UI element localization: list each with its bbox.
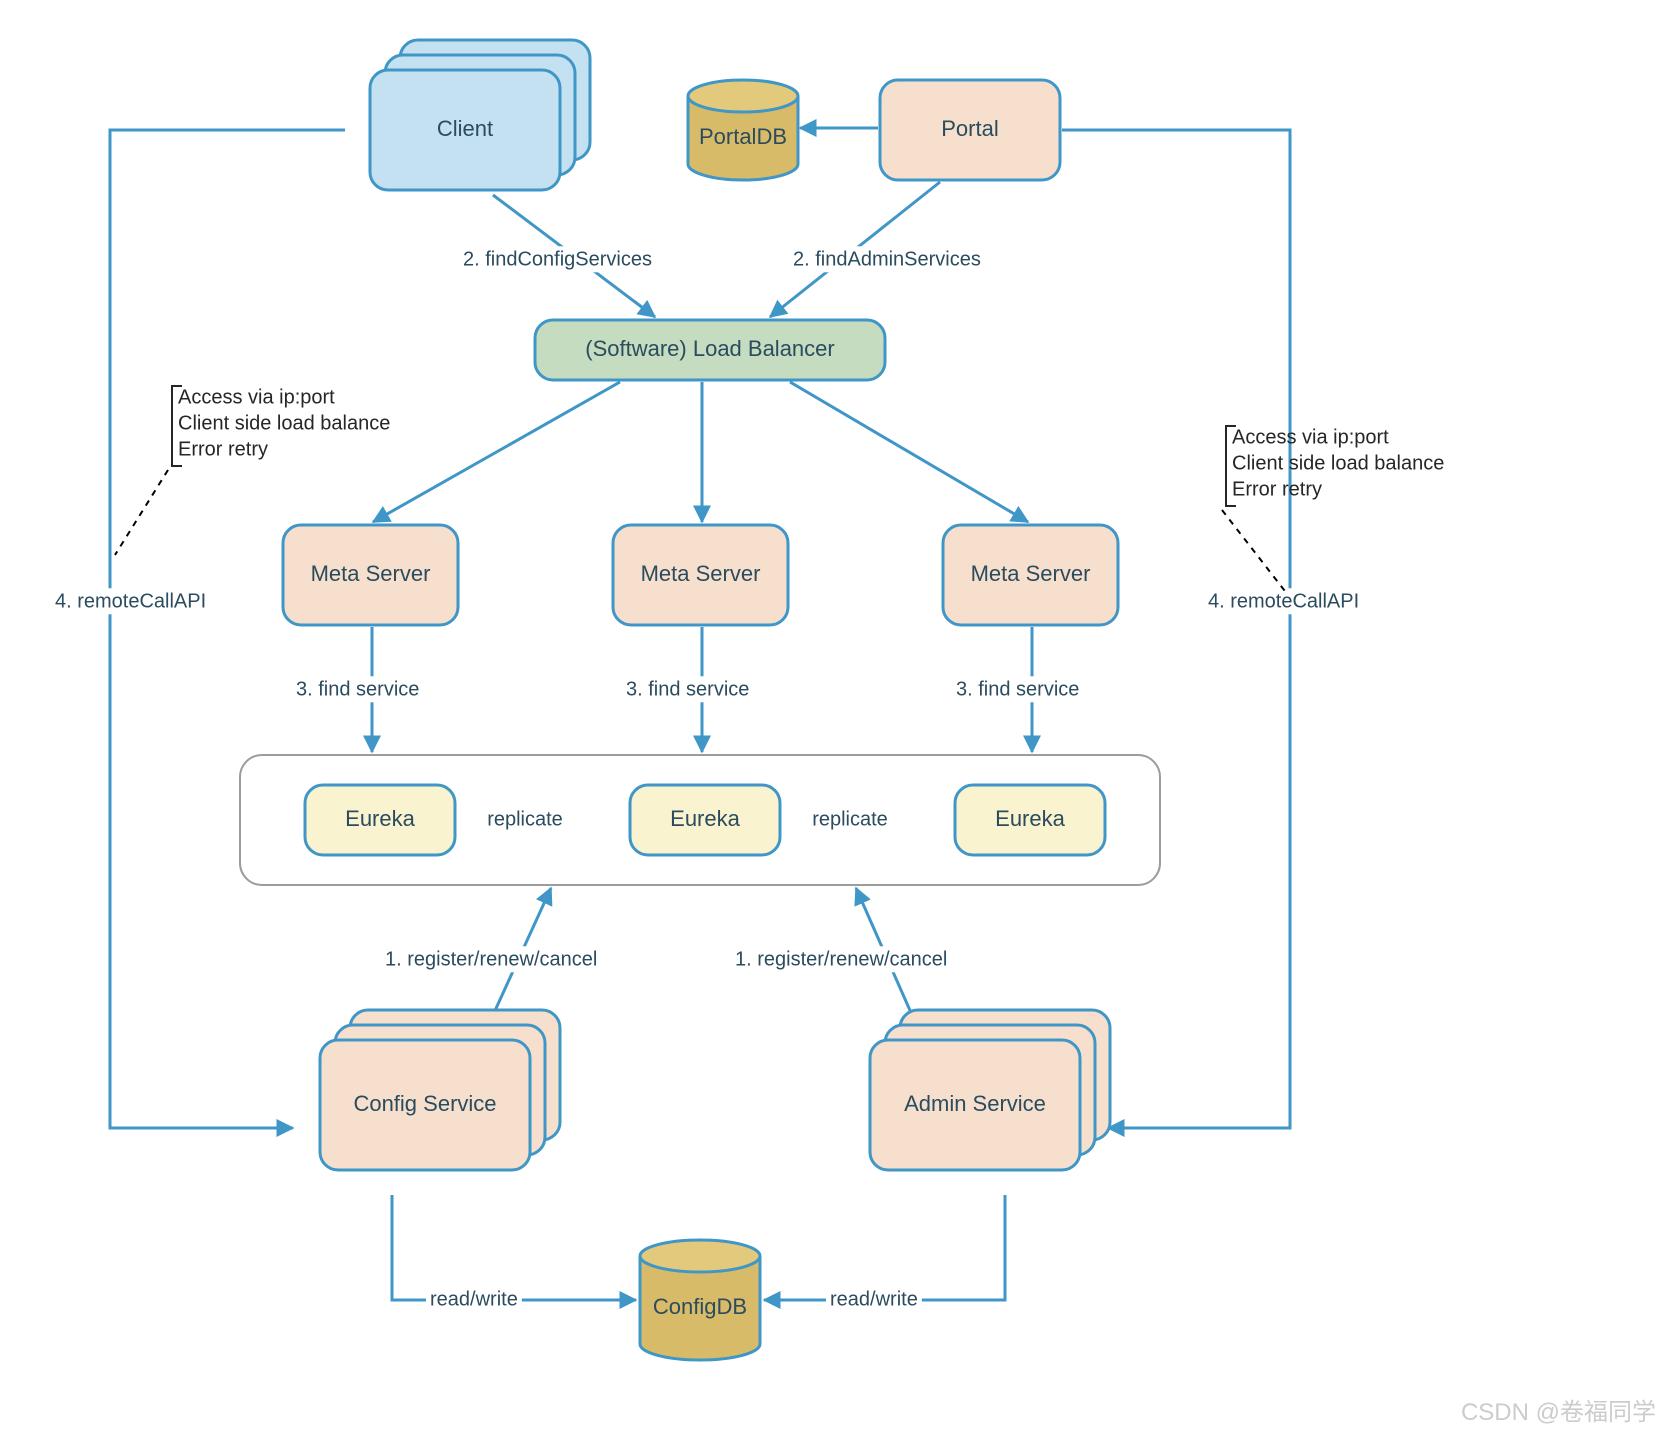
admin-service-node: Admin Service — [870, 1010, 1110, 1170]
portal-node-label: Portal — [941, 116, 998, 141]
eureka-1-label: Eureka — [345, 806, 415, 831]
eureka-3-label: Eureka — [995, 806, 1065, 831]
portal-node: Portal — [880, 80, 1060, 180]
meta-server-2-label: Meta Server — [641, 561, 761, 586]
admin-service-node-label: Admin Service — [904, 1091, 1046, 1116]
note-left-line-2: Error retry — [178, 439, 268, 461]
meta-server-3-label: Meta Server — [971, 561, 1091, 586]
note-right-line-2: Error retry — [1232, 479, 1322, 501]
edge-label-meta1-to-eur: 3. find service — [296, 678, 419, 700]
eureka-1: Eureka — [305, 785, 455, 855]
edge-label-portal-remote-adm: 4. remoteCallAPI — [1208, 590, 1359, 612]
note-right: Access via ip:port Client side load balan… — [1222, 426, 1444, 595]
edge-label-portal-to-lb: 2. findAdminServices — [793, 248, 981, 270]
edge-lb-to-meta3 — [790, 382, 1028, 522]
edges — [110, 128, 1290, 1300]
load-balancer-node: (Software) Load Balancer — [535, 320, 885, 380]
edge-label-meta3-to-eur: 3. find service — [956, 678, 1079, 700]
edge-label-client-to-lb: 2. findConfigServices — [463, 248, 652, 270]
edge-label-cfg-to-db: read/write — [430, 1288, 518, 1310]
config-db-label: ConfigDB — [653, 1294, 747, 1319]
note-right-line-0: Access via ip:port — [1232, 427, 1389, 449]
edge-label-adm-to-eur: 1. register/renew/cancel — [735, 948, 947, 970]
config-service-node-label: Config Service — [353, 1091, 496, 1116]
eureka-2-label: Eureka — [670, 806, 740, 831]
meta-server-1-label: Meta Server — [311, 561, 431, 586]
edge-lb-to-meta1 — [373, 382, 620, 522]
edge-portal-remote-adm — [1062, 130, 1290, 1128]
edge-label-eur1-eur2: replicate — [487, 808, 563, 830]
note-right-line-1: Client side load balance — [1232, 453, 1444, 475]
architecture-diagram: Client PortalDB Portal (Software) Load Bala… — [0, 0, 1676, 1440]
meta-server-2: Meta Server — [613, 525, 788, 625]
note-left-line-0: Access via ip:port — [178, 387, 335, 409]
config-db: ConfigDB — [640, 1240, 760, 1360]
eureka-2: Eureka — [630, 785, 780, 855]
edge-cfg-to-db — [392, 1195, 636, 1300]
portal-db-label: PortalDB — [699, 124, 787, 149]
eureka-3: Eureka — [955, 785, 1105, 855]
edge-label-cfg-to-eur: 1. register/renew/cancel — [385, 948, 597, 970]
edge-label-meta2-to-eur: 3. find service — [626, 678, 749, 700]
client-node: Client — [370, 40, 590, 190]
meta-server-3: Meta Server — [943, 525, 1118, 625]
client-node-label: Client — [437, 116, 493, 141]
meta-server-1: Meta Server — [283, 525, 458, 625]
edge-client-remote-cfg — [110, 130, 345, 1128]
edge-label-eur2-eur3: replicate — [812, 808, 888, 830]
load-balancer-node-label: (Software) Load Balancer — [585, 336, 834, 361]
watermark: CSDN @卷福同学 — [1461, 1399, 1656, 1426]
config-service-node: Config Service — [320, 1010, 560, 1170]
edge-label-adm-to-db: read/write — [830, 1288, 918, 1310]
note-left-line-1: Client side load balance — [178, 413, 390, 435]
edge-label-client-remote-cfg: 4. remoteCallAPI — [55, 590, 206, 612]
portal-db: PortalDB — [688, 80, 798, 180]
edge-adm-to-db — [764, 1195, 1005, 1300]
